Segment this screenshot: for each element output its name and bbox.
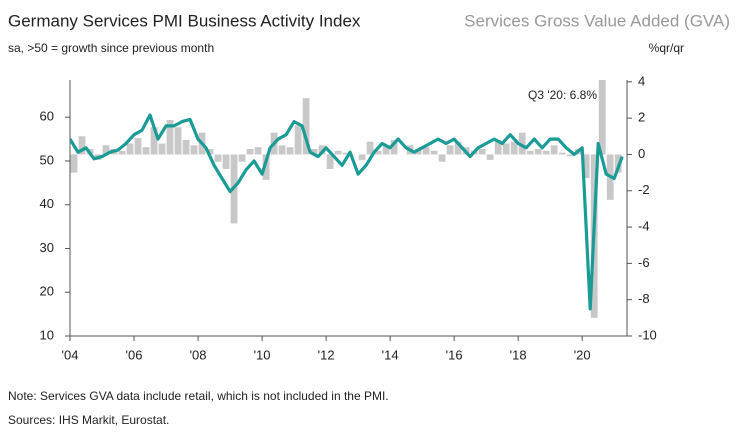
bar — [502, 143, 510, 155]
y-tick-label: 40 — [40, 196, 54, 211]
series-title: Services Gross Value Added (GVA) — [464, 11, 730, 30]
x-tick-label: '10 — [254, 347, 271, 362]
note: Sources: IHS Markit, Eurostat. — [8, 413, 169, 427]
x-tick-label: '14 — [382, 347, 399, 362]
x-tick-label: '20 — [574, 347, 591, 362]
y-tick-label: 10 — [40, 327, 54, 342]
bar — [158, 143, 166, 155]
y2-label: %qr/qr — [649, 41, 684, 55]
x-tick-label: '18 — [510, 347, 527, 362]
y2-tick-label: -2 — [638, 182, 650, 197]
y2-tick-label: -8 — [638, 291, 650, 306]
bar — [334, 150, 342, 155]
bar — [390, 139, 398, 155]
bar — [422, 147, 430, 155]
bar — [142, 147, 150, 155]
bar — [254, 147, 262, 155]
bar — [438, 154, 446, 162]
bars — [70, 80, 622, 318]
y-tick-label: 60 — [40, 109, 54, 124]
bar — [150, 127, 158, 155]
x-tick-label: '12 — [318, 347, 335, 362]
bar — [310, 148, 318, 155]
bar — [478, 148, 486, 155]
y2-tick-label: -4 — [638, 219, 650, 234]
bar — [510, 141, 518, 155]
bar — [78, 136, 86, 155]
bar — [102, 145, 110, 155]
bar — [190, 145, 198, 155]
bar — [342, 152, 350, 155]
bar — [302, 98, 310, 155]
bar — [358, 154, 366, 160]
bar — [566, 154, 574, 157]
y-tick-label: 20 — [40, 284, 54, 299]
bar — [262, 154, 270, 180]
bar — [446, 145, 454, 155]
x-tick-label: '08 — [190, 347, 207, 362]
y2-tick-label: -10 — [638, 327, 657, 342]
x-tick-label: '16 — [446, 347, 463, 362]
bar — [374, 150, 382, 155]
bar — [542, 150, 550, 155]
bar — [526, 150, 534, 155]
bar — [598, 80, 606, 155]
bar — [238, 154, 246, 162]
bar — [558, 152, 566, 155]
bar — [534, 148, 542, 155]
y2-tick-label: -6 — [638, 255, 650, 270]
bar — [246, 148, 254, 155]
bar — [70, 154, 78, 173]
bar — [126, 143, 134, 155]
y2-tick-label: 4 — [638, 73, 645, 88]
y2-tick-label: 2 — [638, 110, 645, 125]
bar — [174, 127, 182, 155]
lines — [70, 113, 624, 311]
bar — [214, 154, 222, 162]
bar — [382, 145, 390, 155]
x-tick-label: '06 — [126, 347, 143, 362]
bar — [582, 154, 590, 179]
note: Note: Services GVA data include retail, … — [8, 389, 389, 403]
bar — [182, 139, 190, 155]
subtitle: sa, >50 = growth since previous month — [8, 41, 214, 55]
bar — [494, 139, 502, 155]
bar — [430, 150, 438, 155]
y-tick-label: 30 — [40, 240, 54, 255]
line — [70, 113, 624, 311]
bar — [518, 132, 526, 155]
bar — [206, 148, 214, 155]
bar — [454, 141, 462, 155]
bar — [366, 141, 374, 155]
y-tick-label: 50 — [40, 152, 54, 167]
annotation: Q3 '20: 6.8% — [528, 88, 597, 102]
y2-tick-label: 0 — [638, 146, 645, 161]
bar — [486, 154, 494, 160]
bar — [294, 125, 302, 155]
bar — [222, 154, 230, 169]
bar — [286, 147, 294, 155]
bar — [326, 154, 334, 169]
x-tick-label: '04 — [62, 347, 79, 362]
bar — [550, 145, 558, 155]
bar — [118, 150, 126, 155]
bar — [166, 119, 174, 155]
bar — [134, 138, 142, 155]
bar — [278, 145, 286, 155]
series-title: Germany Services PMI Business Activity I… — [8, 11, 361, 30]
